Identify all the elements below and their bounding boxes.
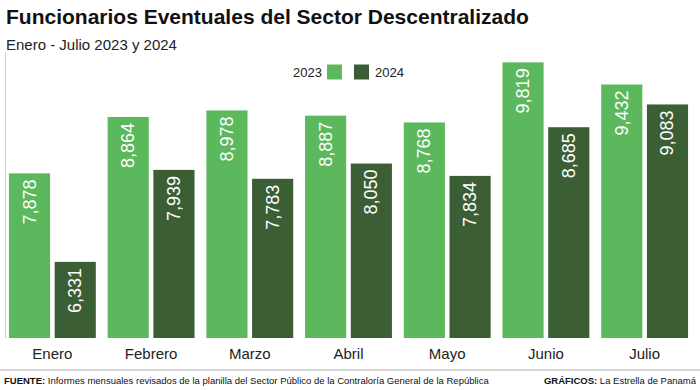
footer-rule xyxy=(0,370,700,371)
legend-swatch xyxy=(327,65,342,80)
data-label: 8,685 xyxy=(559,133,579,178)
source-label: FUENTE: xyxy=(4,375,45,386)
x-tick: Febrero xyxy=(125,338,178,362)
x-tick: Abril xyxy=(333,338,363,362)
legend-label: 2024 xyxy=(375,65,404,80)
bar xyxy=(647,104,688,338)
x-tick: Junio xyxy=(528,338,564,362)
bar xyxy=(55,262,96,338)
chart-svg: Funcionarios Eventuales del Sector Desce… xyxy=(0,0,700,390)
x-tick-label: Abril xyxy=(333,345,363,362)
x-tick: Mayo xyxy=(429,338,466,362)
bar xyxy=(108,117,149,338)
bar xyxy=(351,164,392,338)
y-axis-line xyxy=(5,53,6,339)
source: FUENTE: Informes mensuales revisados de … xyxy=(4,375,489,386)
data-labels: 7,878 8,864 8,978 8,887 8,768 9,819 9,432 6,331… xyxy=(20,68,678,313)
bar xyxy=(449,176,490,338)
data-label: 8,978 xyxy=(217,116,237,161)
data-label: 7,939 xyxy=(164,176,184,221)
x-tick: Marzo xyxy=(229,338,271,362)
bar xyxy=(206,110,247,338)
x-tick-label: Marzo xyxy=(229,345,271,362)
credit-text: La Estrella de Panamá xyxy=(597,375,696,386)
data-label: 7,878 xyxy=(20,179,40,224)
bars xyxy=(9,62,688,338)
legend: 2023 2024 xyxy=(293,65,404,80)
data-label: 8,887 xyxy=(316,122,336,167)
x-tick-label: Julio xyxy=(629,345,660,362)
data-label: 6,331 xyxy=(65,268,85,313)
x-tick-label: Mayo xyxy=(429,345,466,362)
data-label: 7,783 xyxy=(263,185,283,230)
bar xyxy=(252,179,293,338)
bar xyxy=(305,116,346,338)
data-label: 8,050 xyxy=(361,170,381,215)
data-label: 9,819 xyxy=(513,68,533,113)
bar xyxy=(153,170,194,338)
data-label: 7,834 xyxy=(460,182,480,227)
x-axis: Enero Febrero Marzo Abril Mayo Junio Julio xyxy=(6,338,693,362)
bar xyxy=(601,84,642,338)
x-tick: Enero xyxy=(32,338,72,362)
bar xyxy=(404,122,445,338)
source-text: Informes mensuales revisados de la plani… xyxy=(45,375,489,386)
data-label: 9,432 xyxy=(612,90,632,135)
credit-label: GRÁFICOS: xyxy=(544,375,597,386)
bar xyxy=(9,173,50,338)
bar xyxy=(502,62,543,338)
credit: GRÁFICOS: La Estrella de Panamá xyxy=(544,375,697,386)
legend-swatch xyxy=(354,65,369,80)
data-label: 9,083 xyxy=(657,110,677,155)
x-tick-label: Enero xyxy=(32,345,72,362)
y-axis xyxy=(5,53,6,339)
subtitle: Enero - Julio 2023 y 2024 xyxy=(6,36,177,53)
series-0 xyxy=(9,62,642,338)
bar xyxy=(548,127,589,338)
x-tick: Julio xyxy=(629,338,660,362)
x-tick-label: Febrero xyxy=(125,345,178,362)
data-label: 8,768 xyxy=(414,128,434,173)
data-label: 8,864 xyxy=(118,123,138,168)
title: Funcionarios Eventuales del Sector Desce… xyxy=(6,5,529,28)
x-axis-line xyxy=(6,338,693,339)
series-1 xyxy=(55,104,688,338)
legend-label: 2023 xyxy=(293,65,322,80)
chart-container: Funcionarios Eventuales del Sector Desce… xyxy=(0,0,700,390)
x-tick-label: Junio xyxy=(528,345,564,362)
